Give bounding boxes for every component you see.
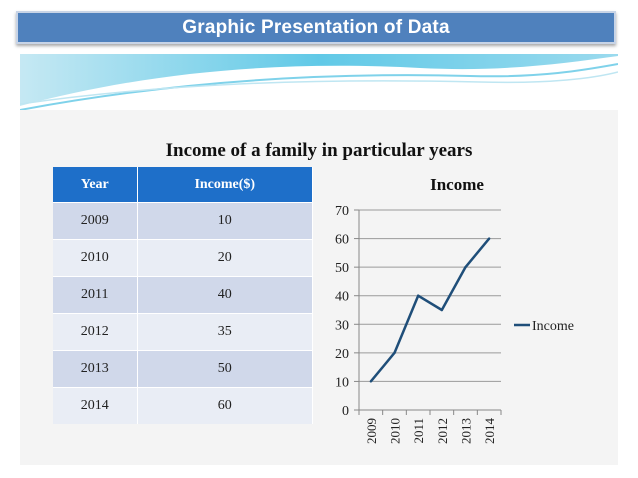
y-tick-label: 60	[335, 233, 349, 248]
income-table: Year Income($) 2009 10 2010 20 2011 40 2…	[53, 167, 314, 424]
x-tick-label: 2010	[388, 418, 403, 444]
data-point	[416, 294, 420, 297]
header-year: Year	[53, 167, 138, 203]
y-tick-label: 20	[335, 347, 349, 362]
y-tick-label: 40	[335, 290, 349, 305]
income-series-line	[369, 237, 491, 383]
cell-income: 60	[137, 387, 314, 424]
x-tick-label: 2013	[459, 418, 474, 444]
table-row: 2013 50	[53, 350, 314, 388]
cell-income: 40	[137, 276, 314, 314]
table-row: 2014 60	[53, 387, 314, 424]
chart-title: Income	[430, 175, 484, 194]
legend-label: Income	[532, 319, 574, 334]
data-point	[440, 308, 444, 312]
data-point	[369, 380, 373, 383]
y-tick-label: 10	[335, 375, 349, 390]
table-row: 2011 40	[53, 276, 314, 314]
table-header-row: Year Income($)	[53, 167, 314, 203]
y-tick-label: 0	[342, 404, 349, 419]
y-tick-label: 50	[335, 261, 349, 276]
x-tick-label: 2014	[482, 417, 497, 444]
slide-title: Graphic Presentation of Data	[182, 16, 450, 38]
slide-title-bar: Graphic Presentation of Data	[16, 11, 616, 44]
cell-income: 35	[137, 313, 314, 351]
cell-income: 20	[137, 239, 314, 277]
x-tick-label: 2009	[364, 418, 379, 444]
x-tick-label: 2012	[435, 418, 450, 444]
header-income: Income($)	[137, 167, 314, 203]
y-tick-label: 70	[335, 204, 349, 219]
y-tick-label: 30	[335, 318, 349, 333]
decorative-wave	[20, 54, 618, 110]
cell-year: 2009	[53, 202, 138, 240]
x-tick-label: 2011	[411, 418, 426, 444]
table-row: 2010 20	[53, 239, 314, 277]
table-row: 2012 35	[53, 313, 314, 351]
data-point	[464, 265, 467, 269]
chart-heading: Income of a family in particular years	[165, 140, 473, 161]
data-point	[487, 237, 491, 240]
cell-year: 2010	[53, 239, 138, 277]
cell-year: 2011	[53, 276, 138, 314]
table-row: 2009 10	[53, 202, 314, 240]
data-point	[393, 351, 396, 355]
cell-year: 2013	[53, 350, 138, 388]
cell-year: 2012	[53, 313, 138, 351]
cell-year: 2014	[53, 387, 138, 424]
cell-income: 10	[137, 202, 314, 240]
cell-income: 50	[137, 350, 314, 388]
